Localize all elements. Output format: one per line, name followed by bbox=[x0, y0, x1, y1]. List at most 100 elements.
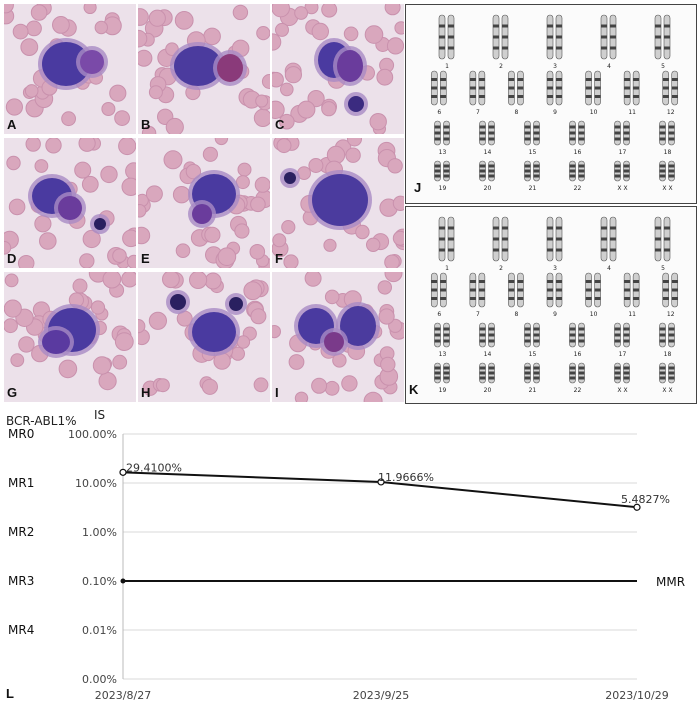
chromosome-number-k-5: 5 bbox=[661, 265, 665, 272]
chromosome-number-k-24: X X bbox=[662, 387, 672, 394]
chromosome-number-j-1: 1 bbox=[445, 63, 449, 70]
panel-label-i: I bbox=[275, 385, 279, 400]
morphology-panel-c: C bbox=[272, 4, 404, 134]
chromosome-number-j-23: X X bbox=[617, 185, 627, 192]
chromosome-j-19 bbox=[434, 160, 441, 182]
chromosome-number-k-6: 6 bbox=[437, 311, 441, 318]
chromosome-number-j-20: 20 bbox=[484, 185, 492, 192]
chromosome-j-20 bbox=[488, 160, 495, 182]
chromosome-k-3 bbox=[546, 216, 554, 262]
panel-label-d: D bbox=[7, 251, 17, 266]
mr-level-label: MR0 bbox=[8, 427, 34, 441]
chromosome-number-k-19: 19 bbox=[439, 387, 447, 394]
x-tick-label: 2023/9/25 bbox=[353, 689, 409, 702]
chromosome-j-10 bbox=[585, 70, 592, 106]
chromosome-k-8 bbox=[517, 272, 524, 308]
y-tick-label: 0.10% bbox=[82, 575, 117, 588]
chromosome-number-k-3: 3 bbox=[553, 265, 557, 272]
y-tick-label: 1.00% bbox=[82, 526, 117, 539]
chromosome-j-12 bbox=[671, 70, 679, 106]
chromosome-number-k-8: 8 bbox=[515, 311, 519, 318]
chromosome-k-13 bbox=[434, 322, 441, 348]
chromosome-number-j-9: 9 bbox=[553, 109, 557, 116]
chromosome-k-21 bbox=[533, 362, 540, 384]
chromosome-number-j-15: 15 bbox=[529, 149, 537, 156]
chromosome-k-5 bbox=[654, 216, 662, 262]
chromosome-number-j-5: 5 bbox=[661, 63, 665, 70]
chromosome-number-k-4: 4 bbox=[607, 265, 611, 272]
y-axis-label: BCR-ABL1% bbox=[6, 414, 76, 428]
chromosome-j-2 bbox=[501, 14, 509, 60]
chromosome-number-k-12: 12 bbox=[667, 311, 675, 318]
chromosome-j-16 bbox=[569, 120, 576, 146]
mr-level-label: MR3 bbox=[8, 574, 34, 588]
chromosome-k-1 bbox=[438, 216, 446, 262]
bcr-abl1-chart: BCR-ABL1% IS 100.00% 10.00% 1.00% 0.10% 0.01% 0… bbox=[6, 408, 685, 702]
chromosome-j-17 bbox=[614, 120, 621, 146]
chromosome-k-15 bbox=[533, 322, 540, 348]
panel-label-l: L bbox=[6, 686, 14, 701]
panel-label-b: B bbox=[141, 117, 151, 132]
chromosome-number-j-22: 22 bbox=[574, 185, 582, 192]
chromosome-j-21 bbox=[533, 160, 540, 182]
chromosome-k-16 bbox=[578, 322, 585, 348]
chromosome-j-8 bbox=[517, 70, 524, 106]
chromosome-k-12 bbox=[662, 272, 670, 308]
chromosome-k-19 bbox=[434, 362, 441, 384]
y-tick-label: 0.00% bbox=[82, 673, 117, 686]
mr-level-label: MR4 bbox=[8, 623, 34, 637]
chromosome-j-1 bbox=[438, 14, 446, 60]
morphology-panel-f: F bbox=[272, 138, 404, 268]
chromosome-number-k-1: 1 bbox=[445, 265, 449, 272]
chromosome-number-j-11: 11 bbox=[628, 109, 636, 116]
chromosome-j-22 bbox=[569, 160, 576, 182]
chromosome-number-j-18: 18 bbox=[664, 149, 672, 156]
chromosome-k-11 bbox=[623, 272, 631, 308]
panel-label-c: C bbox=[275, 117, 285, 132]
chromosome-k-9 bbox=[546, 272, 554, 308]
chromosome-k-9 bbox=[555, 272, 563, 308]
chromosome-number-j-4: 4 bbox=[607, 63, 611, 70]
chromosome-k-4 bbox=[609, 216, 617, 262]
chromosome-number-j-7: 7 bbox=[476, 109, 480, 116]
chromosome-k-12 bbox=[671, 272, 679, 308]
chromosome-j-24 bbox=[668, 160, 675, 182]
chromosome-k-10 bbox=[585, 272, 592, 308]
chromosome-number-k-21: 21 bbox=[529, 387, 537, 394]
chromosome-number-k-23: X X bbox=[617, 387, 627, 394]
chromosome-k-16 bbox=[569, 322, 576, 348]
y-tick-label: 0.01% bbox=[82, 624, 117, 637]
data-point bbox=[377, 478, 385, 486]
panel-label-j: J bbox=[414, 180, 422, 195]
chromosome-j-7 bbox=[478, 70, 486, 106]
chromosome-j-24 bbox=[659, 160, 666, 182]
mmr-marker bbox=[120, 578, 126, 584]
morphology-panel-g: G bbox=[4, 272, 136, 402]
panel-label-h: H bbox=[141, 385, 151, 400]
chromosome-number-j-6: 6 bbox=[437, 109, 441, 116]
morphology-panel-a: A bbox=[4, 4, 136, 134]
chromosome-j-21 bbox=[524, 160, 531, 182]
chromosome-k-24 bbox=[668, 362, 675, 384]
chromosome-k-7 bbox=[478, 272, 486, 308]
chromosome-j-23 bbox=[614, 160, 621, 182]
chromosome-k-22 bbox=[578, 362, 585, 384]
chromosome-j-4 bbox=[609, 14, 617, 60]
chromosome-j-16 bbox=[578, 120, 585, 146]
chromosome-k-10 bbox=[594, 272, 601, 308]
chromosome-j-13 bbox=[443, 120, 450, 146]
y-tick-label: 10.00% bbox=[75, 477, 117, 490]
chromosome-j-14 bbox=[488, 120, 495, 146]
chromosome-number-k-7: 7 bbox=[476, 311, 480, 318]
chromosome-number-j-17: 17 bbox=[619, 149, 627, 156]
chromosome-j-13 bbox=[434, 120, 441, 146]
chromosome-number-k-22: 22 bbox=[574, 387, 582, 394]
chromosome-j-11 bbox=[632, 70, 640, 106]
morphology-panel-e: E bbox=[138, 138, 270, 268]
chromosome-number-j-10: 10 bbox=[590, 109, 598, 116]
data-point bbox=[633, 503, 641, 511]
chromosome-j-3 bbox=[555, 14, 563, 60]
mr-level-label: MR2 bbox=[8, 525, 34, 539]
chromosome-j-4 bbox=[600, 14, 608, 60]
data-label: 5.4827% bbox=[621, 493, 670, 506]
